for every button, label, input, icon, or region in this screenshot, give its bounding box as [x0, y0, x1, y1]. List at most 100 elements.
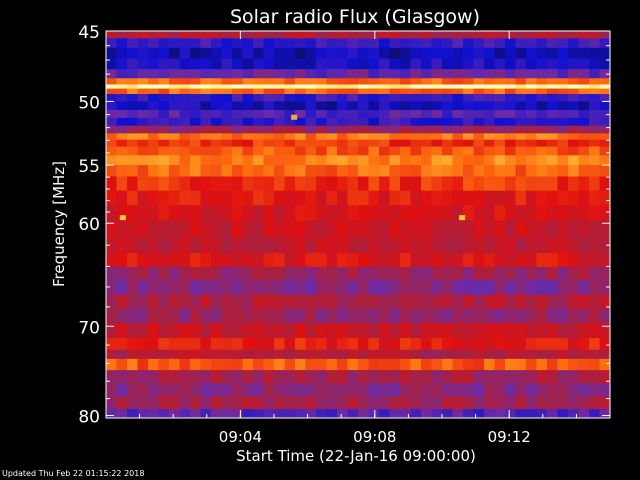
spectral-band-cell [536, 139, 548, 148]
spectral-band-cell [127, 125, 139, 134]
spectral-band-cell [221, 47, 233, 60]
spectral-band-cell [421, 69, 433, 79]
spectral-band-cell [473, 383, 485, 397]
spectral-band-cell [515, 205, 527, 221]
spectral-band-cell [379, 220, 391, 238]
spectral-band-cell [232, 236, 244, 254]
spectral-band-cell [316, 266, 328, 281]
spectral-band-cell [421, 205, 433, 221]
spectral-band-cell [547, 308, 559, 324]
spectral-band-cell [116, 88, 128, 95]
spectral-band-cell [221, 370, 233, 384]
spectral-band-cell [389, 370, 401, 384]
spectral-band-cell [337, 47, 349, 60]
spectral-band-cell [137, 47, 149, 60]
spectral-band-cell [452, 358, 464, 371]
spectral-band-cell [127, 370, 139, 384]
spectral-band-cell [263, 308, 275, 324]
spectral-band-cell [515, 322, 527, 339]
spectral-band-cell [473, 125, 485, 134]
spectral-band-cell [337, 349, 349, 360]
spectral-band-cell [389, 117, 401, 127]
spectral-band-cell [148, 146, 160, 156]
spectral-band-cell [137, 101, 149, 111]
spectral-band-cell [253, 110, 265, 119]
spectral-band-cell [547, 146, 559, 156]
spectral-band-cell [221, 117, 233, 127]
spectral-band-cell [389, 322, 401, 339]
spectral-band-cell [442, 38, 454, 49]
spectral-band-cell [232, 266, 244, 281]
spectral-band-cell [494, 308, 506, 324]
spectral-band-cell [505, 279, 517, 295]
spectral-band-cell [337, 205, 349, 221]
spectral-band-cell [116, 146, 128, 156]
plot-frame [105, 30, 611, 419]
spectral-band-cell [305, 266, 317, 281]
spectral-band-cell [221, 205, 233, 221]
spectral-band-cell [536, 294, 548, 309]
spectral-band-cell [179, 94, 191, 102]
spectral-band-cell [190, 78, 202, 85]
spectral-band-cell [526, 358, 538, 371]
spectral-band-cell [379, 31, 391, 39]
spectral-band-cell [410, 308, 422, 324]
spectral-band-cell [106, 38, 118, 49]
spectral-band-cell [274, 110, 286, 119]
spectral-band-cell [473, 396, 485, 410]
spectral-band-cell [515, 294, 527, 309]
spectral-band-cell [410, 294, 422, 309]
spectral-band-cell [190, 266, 202, 281]
spectral-band-cell [274, 370, 286, 384]
spectral-band-cell [148, 69, 160, 79]
spectral-band-cell [389, 294, 401, 309]
spectral-band-cell [116, 383, 128, 397]
spectral-band-cell [589, 338, 601, 351]
spectral-band-cell [116, 139, 128, 148]
spectral-band-cell [337, 358, 349, 371]
spectral-band-cell [494, 176, 506, 192]
spectral-band-cell [179, 139, 191, 148]
spectral-band-cell [536, 370, 548, 384]
spectral-band-cell [316, 308, 328, 324]
spectral-band-cell [221, 220, 233, 238]
spectral-band-cell [190, 236, 202, 254]
spectral-band-cell [169, 322, 181, 339]
spectral-band-cell [494, 190, 506, 206]
spectral-band-cell [116, 358, 128, 371]
spectral-band-cell [190, 117, 202, 127]
spectral-band-cell [221, 190, 233, 206]
spectral-band-cell [316, 139, 328, 148]
spectral-band-cell [358, 47, 370, 60]
spectral-band-cell [578, 370, 590, 384]
spectral-band-cell [389, 133, 401, 141]
spectral-band-cell [106, 94, 118, 102]
spectral-band-cell [473, 31, 485, 39]
spectral-band-cell [452, 146, 464, 156]
spectral-band-cell [442, 84, 454, 89]
spectral-band-cell [389, 110, 401, 119]
spectral-band-cell [368, 176, 380, 192]
spectral-band-cell [358, 279, 370, 295]
spectral-band-cell [568, 396, 580, 410]
spectral-band-cell [158, 101, 170, 111]
spectral-band-cell [263, 294, 275, 309]
spectral-band-cell [263, 338, 275, 351]
spectral-band-cell [253, 358, 265, 371]
spectral-band-cell [463, 110, 475, 119]
spectral-band-cell [127, 165, 139, 177]
spectral-band-cell [536, 205, 548, 221]
spectral-band-cell [589, 94, 601, 102]
spectral-band-cell [326, 69, 338, 79]
spectral-band-cell [379, 236, 391, 254]
spectral-band-cell [137, 294, 149, 309]
spectral-band-cell [557, 383, 569, 397]
spectral-band-cell [242, 47, 254, 60]
spectral-band-cell [389, 125, 401, 134]
spectral-band-cell [368, 236, 380, 254]
spectral-band-cell [484, 190, 496, 206]
spectral-band-cell [347, 47, 359, 60]
spectral-band-cell [158, 383, 170, 397]
spectral-band-cell [536, 155, 548, 166]
spectral-band-cell [578, 94, 590, 102]
